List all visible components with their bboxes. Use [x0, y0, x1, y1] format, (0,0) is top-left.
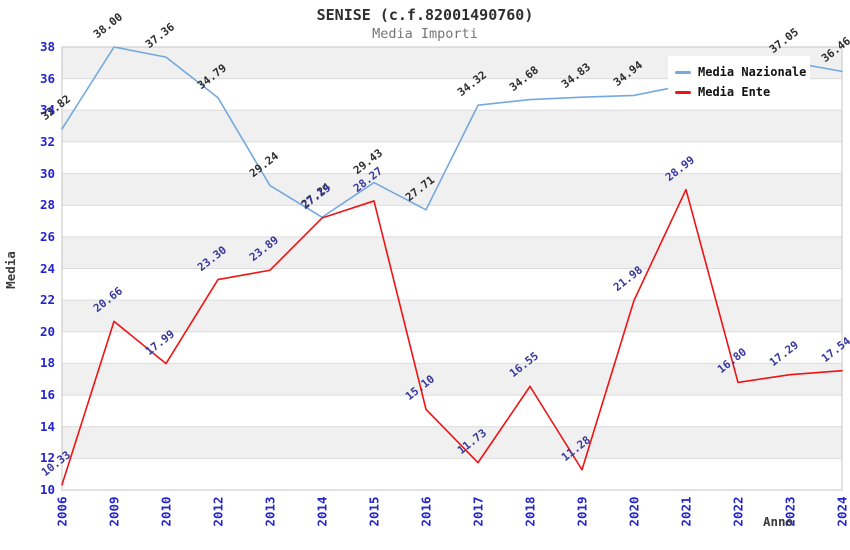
x-axis-title: Anno [763, 514, 794, 529]
plot-border [61, 46, 843, 491]
plot-band [62, 458, 842, 490]
plot-band [62, 331, 842, 364]
plot-band [62, 268, 842, 301]
plot-band [62, 236, 842, 269]
chart-subtitle: Media Importi [372, 26, 478, 42]
legend-item-media-ente: Media Ente [675, 82, 810, 102]
legend-item-media-nazionale: Media Nazionale [675, 62, 810, 82]
plot-band [62, 300, 842, 332]
plot-band [62, 395, 842, 427]
plot-band [62, 173, 842, 206]
legend-label: Media Nazionale [698, 65, 807, 79]
media-ente-line-swatch [675, 90, 691, 94]
series-line-media-ente [61, 188, 843, 486]
legend-label: Media Ente [698, 85, 771, 99]
plot-band [62, 110, 842, 142]
plot-band [62, 363, 842, 396]
media-nazionale-line-swatch [675, 70, 691, 74]
plot-band [62, 205, 842, 237]
legend: Media Nazionale Media Ente [668, 56, 810, 108]
plot-band [62, 426, 842, 459]
chart-title: SENISE (c.f.82001490760) [316, 6, 534, 24]
